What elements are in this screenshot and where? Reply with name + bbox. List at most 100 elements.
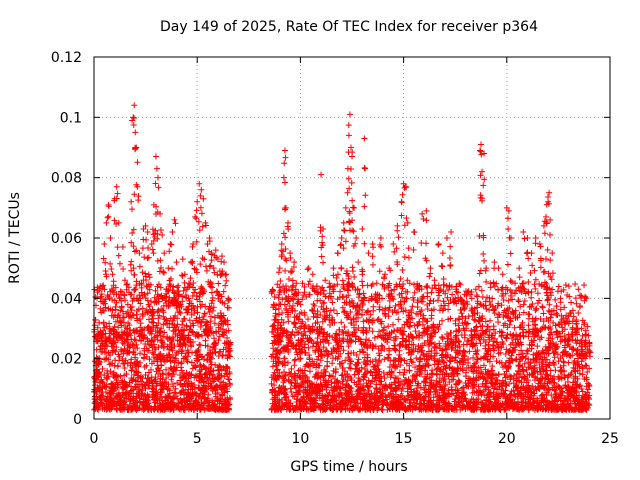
data-point (306, 368, 313, 375)
data-point (101, 372, 108, 379)
data-point (289, 328, 296, 335)
data-point (329, 360, 336, 367)
data-point (347, 365, 354, 372)
data-point (165, 371, 172, 378)
data-point (579, 332, 586, 339)
data-point (202, 342, 209, 349)
data-point (151, 334, 158, 341)
data-point (445, 300, 452, 307)
data-point (187, 403, 194, 410)
data-point (91, 322, 98, 329)
data-point (363, 336, 370, 343)
data-point (128, 356, 135, 363)
data-point (112, 306, 119, 313)
data-point (174, 321, 181, 328)
data-point (169, 354, 176, 361)
data-point (122, 357, 129, 364)
data-point (137, 378, 144, 385)
data-point (224, 371, 231, 378)
data-point (334, 310, 341, 317)
data-point (178, 399, 185, 406)
data-point (103, 383, 110, 390)
data-point (144, 391, 151, 398)
data-point (171, 343, 178, 350)
data-point (557, 364, 564, 371)
data-point (424, 318, 431, 325)
data-point (172, 357, 179, 364)
data-point (521, 297, 528, 304)
data-point (204, 352, 211, 359)
data-point (534, 290, 541, 297)
data-point (196, 362, 203, 369)
data-point (502, 350, 509, 357)
data-point (198, 399, 205, 406)
data-point (274, 281, 281, 288)
data-point (187, 372, 194, 379)
data-point (294, 300, 301, 307)
data-point (136, 316, 143, 323)
data-point (182, 402, 189, 409)
data-point (153, 395, 160, 402)
data-point (171, 389, 178, 396)
data-point (114, 379, 121, 386)
data-point (345, 343, 352, 350)
data-point (545, 335, 552, 342)
data-point (581, 282, 588, 289)
data-point (540, 310, 547, 317)
data-point (573, 317, 580, 324)
data-point (135, 363, 142, 370)
data-point (94, 338, 101, 345)
data-point (111, 387, 118, 394)
data-point (515, 363, 522, 370)
data-point (431, 343, 438, 350)
data-point (129, 377, 136, 384)
data-point (149, 319, 156, 326)
data-point (275, 294, 282, 301)
data-point (99, 332, 106, 339)
data-point (159, 382, 166, 389)
data-point (131, 402, 138, 409)
data-point (549, 335, 556, 342)
data-point (297, 355, 304, 362)
data-point (180, 355, 187, 362)
data-point (203, 370, 210, 377)
data-point (143, 345, 150, 352)
data-point (133, 393, 140, 400)
data-point (195, 377, 202, 384)
data-point (208, 289, 215, 296)
data-point (100, 282, 107, 289)
data-point (128, 303, 135, 310)
data-point (110, 371, 117, 378)
data-point (101, 382, 108, 389)
data-point (109, 381, 116, 388)
data-point (157, 378, 164, 385)
data-point (214, 397, 221, 404)
data-point (208, 371, 215, 378)
data-point (179, 374, 186, 381)
data-point (196, 341, 203, 348)
data-point (201, 388, 208, 395)
data-point (132, 384, 139, 391)
data-point (174, 380, 181, 387)
data-point (159, 370, 166, 377)
data-point (314, 339, 321, 346)
data-point (584, 386, 591, 393)
data-point (380, 369, 387, 376)
data-point (212, 390, 219, 397)
data-point (152, 376, 159, 383)
data-point (279, 310, 286, 317)
data-point (140, 396, 147, 403)
data-point (209, 297, 216, 304)
data-point (272, 392, 279, 399)
data-point (157, 350, 164, 357)
data-point (339, 328, 346, 335)
data-point (145, 394, 152, 401)
data-point (124, 332, 131, 339)
data-point (110, 384, 117, 391)
data-point (207, 368, 214, 375)
data-point (169, 396, 176, 403)
data-point (197, 303, 204, 310)
data-point (212, 373, 219, 380)
data-point (120, 389, 127, 396)
